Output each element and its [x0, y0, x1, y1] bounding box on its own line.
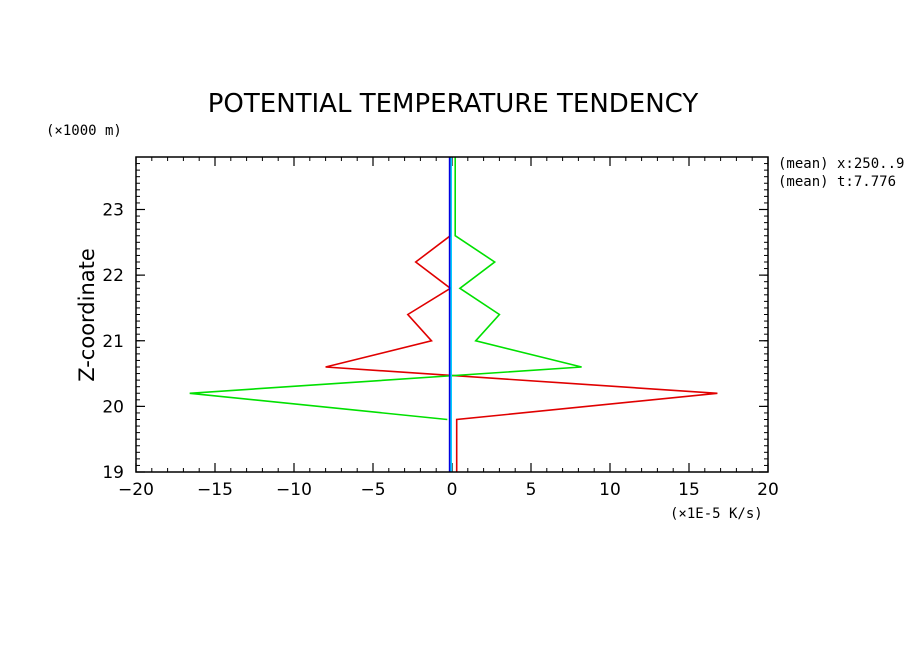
axes: −20 −15 −10 −5 0 5 10 15 20 19 20 21 22 23	[102, 156, 779, 500]
x-tick-label: −15	[197, 480, 233, 500]
x-unit-label: (×1E-5 K/s)	[670, 506, 763, 522]
y-unit-label: (×1000 m)	[46, 123, 122, 139]
annotation-x-mean: (mean) x:250..9	[778, 156, 904, 172]
x-tick-label: 5	[526, 480, 537, 500]
y-tick-label: 21	[102, 332, 124, 352]
x-tick-label: −10	[276, 480, 312, 500]
y-axis-label: Z-coordinate	[75, 248, 99, 382]
series-group	[189, 157, 718, 472]
y-tick-label: 19	[102, 463, 124, 483]
x-tick-label: −5	[360, 480, 385, 500]
annotation-t-mean: (mean) t:7.776	[778, 174, 896, 190]
series-line-green	[189, 157, 582, 421]
y-tick-label: 22	[102, 266, 124, 286]
x-tick-label: −20	[118, 480, 154, 500]
x-tick-label: 15	[678, 480, 700, 500]
plot-frame	[135, 156, 769, 473]
x-tick-label: 10	[599, 480, 621, 500]
series-line-red	[325, 157, 718, 472]
y-tick-label: 23	[102, 201, 124, 221]
x-tick-label: 0	[447, 480, 458, 500]
chart-title: POTENTIAL TEMPERATURE TENDENCY	[208, 89, 699, 119]
x-tick-label: 20	[757, 480, 779, 500]
y-tick-label: 20	[102, 397, 124, 417]
